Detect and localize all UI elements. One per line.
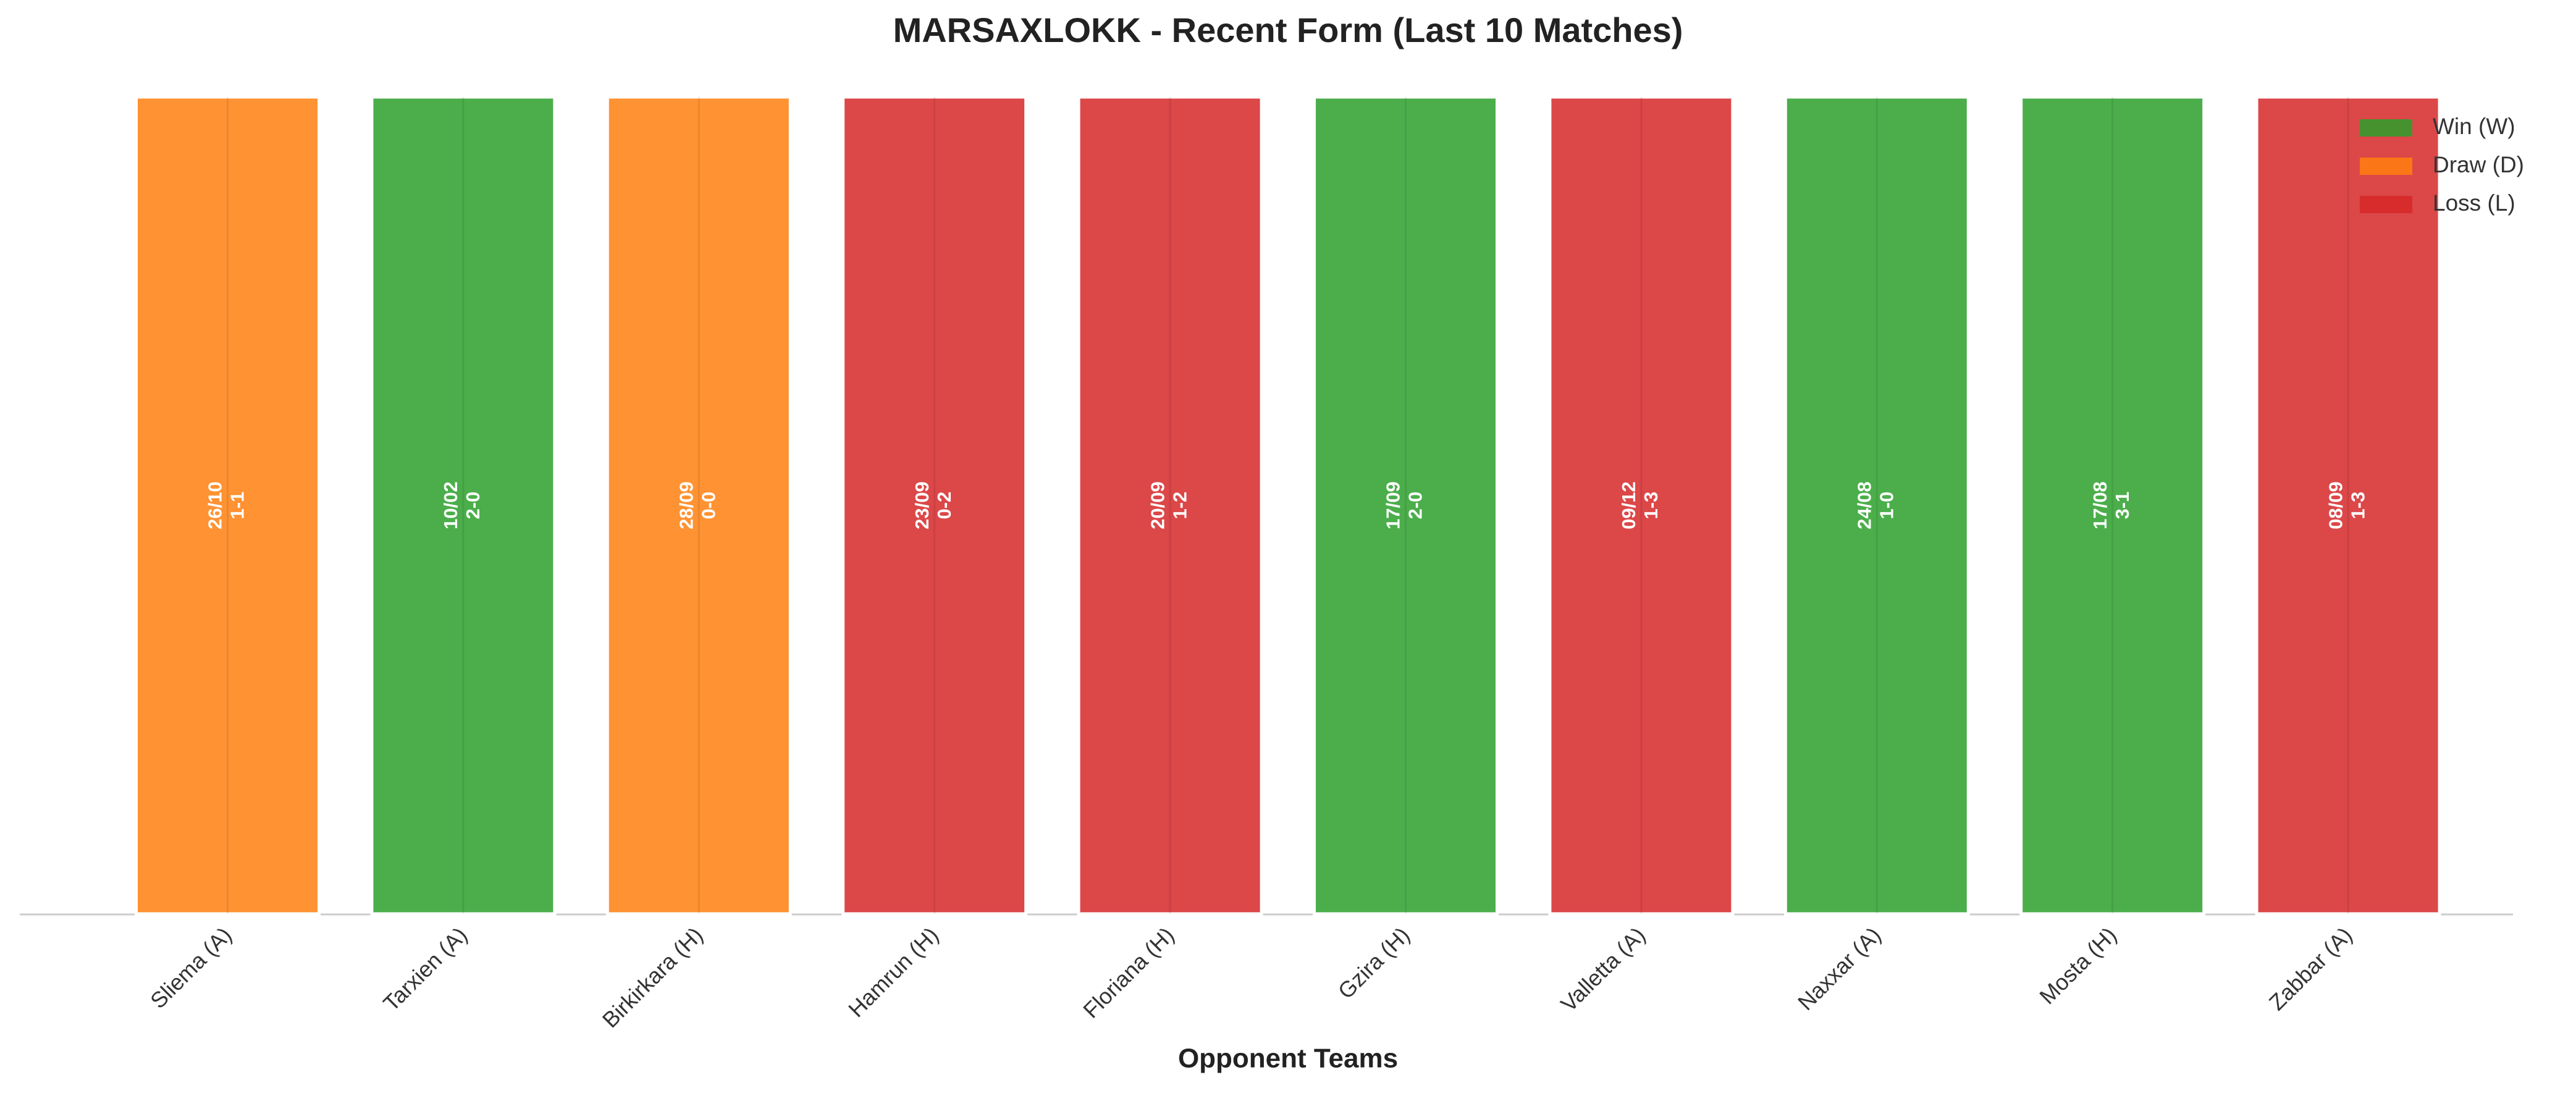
- bar-label: 20/09 1-2: [1147, 481, 1190, 530]
- bar: [1783, 95, 1970, 916]
- x-tick-label: Birkirkara (H): [597, 922, 708, 1032]
- bar-date: 17/08: [2089, 481, 2111, 530]
- x-tick-label: Sliema (A): [145, 922, 237, 1013]
- x-tick-label: Floriana (H): [1078, 922, 1179, 1023]
- bar-score: 0-0: [697, 492, 719, 520]
- bar-date: 26/10: [204, 481, 226, 530]
- bar-label: 08/09 1-3: [2325, 481, 2368, 530]
- bar-label: 26/10 1-1: [204, 481, 248, 530]
- legend-label: Loss (L): [2433, 190, 2515, 216]
- bar-score: 3-1: [2111, 492, 2133, 520]
- bar-label: 17/08 3-1: [2089, 481, 2133, 530]
- legend-swatch: [2360, 196, 2412, 213]
- bar: [370, 95, 557, 916]
- bar-score: 2-0: [462, 492, 484, 520]
- bar-label: 23/09 0-2: [911, 481, 955, 530]
- bar: [135, 95, 321, 916]
- bar-label: 24/08 1-0: [1853, 481, 1897, 530]
- bar-label: 28/09 0-0: [675, 481, 719, 530]
- bar-date: 10/02: [440, 481, 461, 530]
- bar-date: 28/09: [675, 481, 697, 530]
- bar-score: 1-0: [1875, 492, 1897, 520]
- legend-swatch: [2360, 158, 2412, 175]
- bar-score: 1-1: [227, 492, 248, 520]
- x-tick-label: Hamrun (H): [843, 922, 943, 1022]
- bar-label: 09/12 1-3: [1618, 481, 1662, 530]
- bar: [1313, 95, 1499, 916]
- bar: [1548, 95, 1735, 916]
- x-tick-label: Naxxar (A): [1793, 922, 1886, 1015]
- bar-date: 23/09: [911, 481, 933, 530]
- bar-label: 10/02 2-0: [440, 481, 484, 530]
- bar-score: 0-2: [933, 492, 955, 520]
- bar: [605, 95, 792, 916]
- bar: [2019, 95, 2206, 916]
- bar-score: 1-3: [2347, 492, 2368, 520]
- x-tick-label: Gzira (H): [1333, 922, 1415, 1003]
- x-tick-label: Zabbar (A): [2264, 922, 2357, 1015]
- x-tick-label: Tarxien (A): [378, 922, 472, 1016]
- bar-date: 08/09: [2325, 481, 2346, 530]
- legend-label: Win (W): [2433, 114, 2515, 139]
- bar: [841, 95, 1028, 916]
- bar: [1077, 95, 1263, 916]
- x-tick-label: Mosta (H): [2034, 922, 2121, 1009]
- x-axis-label: Opponent Teams: [1178, 1044, 1398, 1074]
- bar-date: 09/12: [1618, 481, 1639, 530]
- x-tick-label: Valletta (A): [1555, 922, 1650, 1016]
- legend-label: Draw (D): [2433, 152, 2524, 177]
- legend-swatch: [2360, 119, 2412, 137]
- bar: [2255, 95, 2441, 916]
- bar-score: 1-2: [1169, 492, 1190, 520]
- bar-date: 17/09: [1383, 481, 1404, 530]
- bar-score: 1-3: [1640, 492, 1662, 520]
- bar-score: 2-0: [1405, 492, 1426, 520]
- bar-date: 24/08: [1853, 481, 1875, 530]
- chart-title: MARSAXLOKK - Recent Form (Last 10 Matche…: [893, 11, 1683, 49]
- bar-date: 20/09: [1147, 481, 1168, 530]
- bar-label: 17/09 2-0: [1383, 481, 1426, 530]
